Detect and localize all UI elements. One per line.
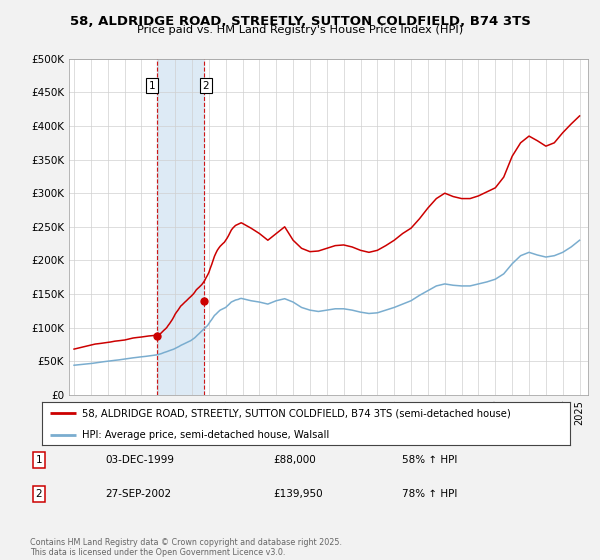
Text: 58, ALDRIDGE ROAD, STREETLY, SUTTON COLDFIELD, B74 3TS: 58, ALDRIDGE ROAD, STREETLY, SUTTON COLD… <box>70 15 530 27</box>
Text: 03-DEC-1999: 03-DEC-1999 <box>105 455 174 465</box>
Text: 1: 1 <box>149 81 155 91</box>
Text: 27-SEP-2002: 27-SEP-2002 <box>105 489 171 499</box>
Text: Contains HM Land Registry data © Crown copyright and database right 2025.
This d: Contains HM Land Registry data © Crown c… <box>30 538 342 557</box>
Text: £139,950: £139,950 <box>273 489 323 499</box>
Text: 58, ALDRIDGE ROAD, STREETLY, SUTTON COLDFIELD, B74 3TS (semi-detached house): 58, ALDRIDGE ROAD, STREETLY, SUTTON COLD… <box>82 408 511 418</box>
Text: Price paid vs. HM Land Registry's House Price Index (HPI): Price paid vs. HM Land Registry's House … <box>137 25 463 35</box>
Text: 2: 2 <box>203 81 209 91</box>
Text: £88,000: £88,000 <box>273 455 316 465</box>
Text: HPI: Average price, semi-detached house, Walsall: HPI: Average price, semi-detached house,… <box>82 430 329 440</box>
Text: 78% ↑ HPI: 78% ↑ HPI <box>402 489 457 499</box>
Text: 1: 1 <box>35 455 43 465</box>
Text: 2: 2 <box>35 489 43 499</box>
Text: 58% ↑ HPI: 58% ↑ HPI <box>402 455 457 465</box>
Bar <box>157 59 205 395</box>
